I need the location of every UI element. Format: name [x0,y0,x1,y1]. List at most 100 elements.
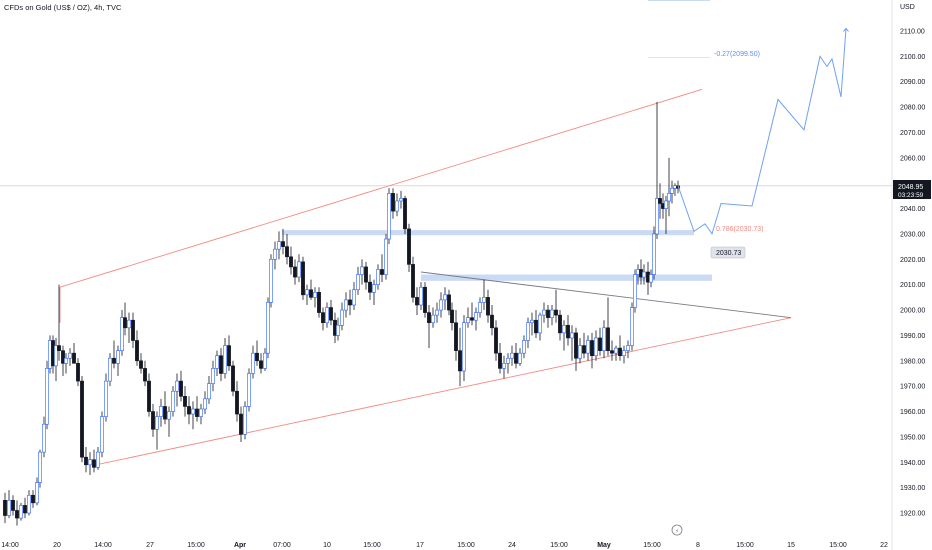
time-tick-label: 17 [416,542,424,549]
support-zone [282,230,694,236]
candle-up [42,423,46,453]
price-tick-label: 1950.00 [900,434,925,441]
candle-up [384,238,388,275]
candle-down [364,266,368,283]
candle-up [96,451,100,468]
candle-down [329,307,333,321]
svg-text:⚡: ⚡ [675,528,679,535]
candle-up [439,299,443,311]
candle-down [179,380,183,397]
price-tick-label: 2030.00 [900,231,925,238]
candle-down [554,309,558,316]
candle-down [143,368,147,382]
price-badge-countdown: 03:23:59 [898,192,924,199]
candle-up [562,324,566,334]
candle-up [27,494,31,514]
time-tick-label: 15:00 [187,542,205,549]
candle-down [454,322,458,351]
price-tick-label: 2060.00 [900,155,925,162]
candle-up [670,187,674,194]
candle-up [251,352,255,374]
candle-down [558,314,562,334]
candle-down [590,340,594,357]
candle-down [391,193,395,212]
candle-down [3,500,7,516]
candle-down [423,286,427,313]
candle-up [305,289,309,296]
candle-down [321,312,325,324]
candle-up [387,193,391,240]
candle-up [223,345,227,374]
lightning-icon [671,524,683,536]
candle-up [68,352,72,359]
candle-up [474,312,478,321]
candle-down [11,500,15,511]
fib-levels: -0.27(2099.50) 0.786(2030.73) [648,0,763,233]
candle-up [542,309,546,316]
time-tick-label: 15:00 [829,542,847,549]
candle-up [247,373,251,407]
price-tick-label: 1970.00 [900,384,925,391]
candle-down [31,494,35,504]
candles-layer [3,102,680,526]
candle-up [297,261,301,278]
candle-down [415,297,419,306]
candle-up [642,271,646,278]
price-tick-label: 2090.00 [900,79,925,86]
zone-label-text: 2030.73 [716,250,741,257]
projection-path [677,27,849,236]
candle-up [664,200,668,209]
candle-down [498,352,502,369]
reset-scale-button[interactable]: ⚡ [671,524,683,536]
candle-up [652,233,656,275]
candle-up [602,327,606,351]
candle-up [116,350,120,364]
candle-down [534,319,538,334]
candle-up [313,291,317,298]
candle-up [655,198,659,235]
time-tick-label: 15 [787,542,795,549]
candle-up [243,406,247,435]
candle-up [19,505,23,519]
candle-up [211,368,215,384]
candle-up [207,383,211,400]
candle-down [163,406,167,420]
price-axis: USD 1920.00 1930.00 1940.00 1950.00 1960.00 1… [891,0,932,550]
candle-up [586,340,590,354]
candle-up [155,416,159,430]
price-tick-label: 2080.00 [900,105,925,112]
candle-up [336,324,340,336]
candle-down [239,413,243,435]
fib-upper-label: -0.27(2099.50) [714,51,760,58]
candle-down [407,228,411,265]
candle-up [120,317,124,351]
candle-down [447,294,451,311]
price-tick-label: 2040.00 [900,206,925,213]
candle-up [64,357,68,364]
candle-down [470,317,474,321]
candle-up [159,406,163,417]
time-tick-label: 15:00 [643,542,661,549]
time-tick-label: 22 [880,542,888,549]
candle-up [435,309,439,316]
candle-down [285,246,289,258]
candle-up [594,337,598,357]
time-tick-label: 8 [696,542,700,549]
candle-down [514,352,518,364]
candle-down [309,289,313,298]
support-zones [282,230,712,281]
candle-up [215,355,219,369]
candle-up [167,411,171,420]
candle-down [606,327,610,351]
candle-down [187,406,191,415]
time-tick-label: 15:00 [736,542,754,549]
time-tick-label: 07:00 [273,542,291,549]
candle-up [482,297,486,303]
triangle-upper-line [420,271,792,319]
candle-down [411,264,415,298]
time-tick-label: 15:00 [550,542,568,549]
candle-up [614,347,618,354]
candle-down [458,350,462,372]
candle-down [123,317,127,329]
